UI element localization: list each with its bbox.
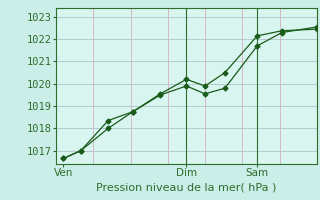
- X-axis label: Pression niveau de la mer( hPa ): Pression niveau de la mer( hPa ): [96, 182, 276, 192]
